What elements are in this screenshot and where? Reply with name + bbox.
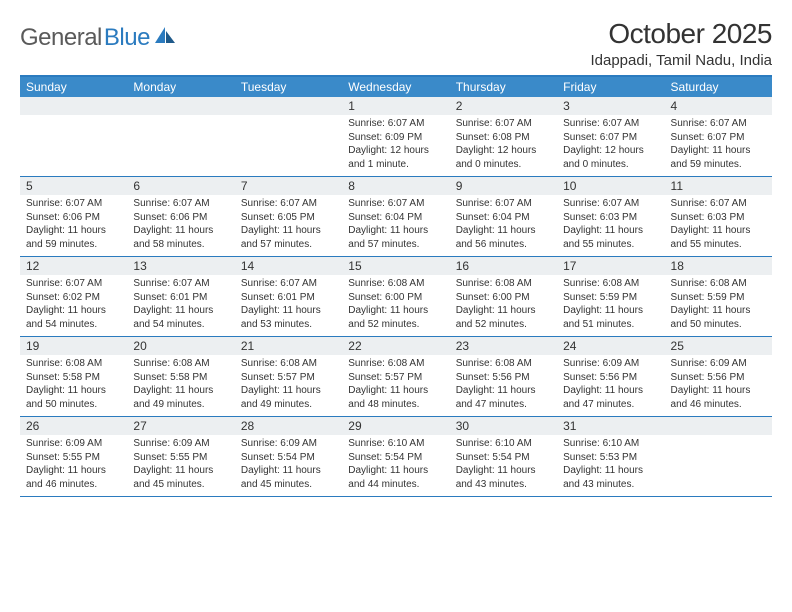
weekday-header: Thursday (450, 76, 557, 97)
day-info: Sunrise: 6:07 AMSunset: 6:08 PMDaylight:… (450, 115, 557, 176)
day-number: 7 (235, 177, 342, 195)
title-block: October 2025 Idappadi, Tamil Nadu, India (590, 18, 772, 69)
day-info: Sunrise: 6:09 AMSunset: 5:55 PMDaylight:… (127, 435, 234, 496)
day-info: Sunrise: 6:09 AMSunset: 5:55 PMDaylight:… (20, 435, 127, 496)
day-info: Sunrise: 6:08 AMSunset: 6:00 PMDaylight:… (450, 275, 557, 336)
location: Idappadi, Tamil Nadu, India (590, 52, 772, 69)
logo-text-gray: General (20, 24, 102, 52)
day-empty (665, 417, 772, 435)
day-number: 2 (450, 97, 557, 115)
logo: GeneralBlue (20, 18, 177, 52)
calendar-table: SundayMondayTuesdayWednesdayThursdayFrid… (20, 75, 772, 497)
info-row: Sunrise: 6:07 AMSunset: 6:09 PMDaylight:… (20, 115, 772, 177)
info-row: Sunrise: 6:07 AMSunset: 6:02 PMDaylight:… (20, 275, 772, 337)
day-info: Sunrise: 6:08 AMSunset: 6:00 PMDaylight:… (342, 275, 449, 336)
day-number: 17 (557, 257, 664, 275)
day-number: 6 (127, 177, 234, 195)
day-number: 26 (20, 417, 127, 435)
day-number: 4 (665, 97, 772, 115)
day-number: 8 (342, 177, 449, 195)
day-info-empty (127, 115, 234, 171)
day-number: 11 (665, 177, 772, 195)
day-info: Sunrise: 6:08 AMSunset: 5:58 PMDaylight:… (127, 355, 234, 416)
day-info: Sunrise: 6:10 AMSunset: 5:54 PMDaylight:… (450, 435, 557, 496)
day-number: 27 (127, 417, 234, 435)
day-number: 18 (665, 257, 772, 275)
weekday-header-row: SundayMondayTuesdayWednesdayThursdayFrid… (20, 76, 772, 97)
day-info-empty (665, 435, 772, 491)
day-number: 16 (450, 257, 557, 275)
day-empty (20, 97, 127, 115)
day-number: 10 (557, 177, 664, 195)
day-number: 23 (450, 337, 557, 355)
day-info: Sunrise: 6:07 AMSunset: 6:02 PMDaylight:… (20, 275, 127, 336)
day-info: Sunrise: 6:07 AMSunset: 6:03 PMDaylight:… (557, 195, 664, 256)
day-info: Sunrise: 6:07 AMSunset: 6:05 PMDaylight:… (235, 195, 342, 256)
daynum-row: 12131415161718 (20, 257, 772, 276)
day-number: 5 (20, 177, 127, 195)
day-number: 29 (342, 417, 449, 435)
day-info: Sunrise: 6:07 AMSunset: 6:04 PMDaylight:… (450, 195, 557, 256)
day-info: Sunrise: 6:08 AMSunset: 5:57 PMDaylight:… (235, 355, 342, 416)
daynum-row: 567891011 (20, 177, 772, 196)
day-info: Sunrise: 6:08 AMSunset: 5:58 PMDaylight:… (20, 355, 127, 416)
day-info: Sunrise: 6:07 AMSunset: 6:06 PMDaylight:… (127, 195, 234, 256)
day-info: Sunrise: 6:10 AMSunset: 5:53 PMDaylight:… (557, 435, 664, 496)
day-number: 12 (20, 257, 127, 275)
day-number: 22 (342, 337, 449, 355)
day-empty (127, 97, 234, 115)
weekday-header: Friday (557, 76, 664, 97)
info-row: Sunrise: 6:09 AMSunset: 5:55 PMDaylight:… (20, 435, 772, 497)
month-title: October 2025 (590, 18, 772, 50)
weekday-header: Sunday (20, 76, 127, 97)
day-number: 15 (342, 257, 449, 275)
day-number: 9 (450, 177, 557, 195)
day-info: Sunrise: 6:08 AMSunset: 5:59 PMDaylight:… (557, 275, 664, 336)
day-info-empty (20, 115, 127, 171)
info-row: Sunrise: 6:08 AMSunset: 5:58 PMDaylight:… (20, 355, 772, 417)
daynum-row: 262728293031 (20, 417, 772, 436)
daynum-row: 1234 (20, 97, 772, 115)
day-info: Sunrise: 6:07 AMSunset: 6:09 PMDaylight:… (342, 115, 449, 176)
day-info: Sunrise: 6:08 AMSunset: 5:59 PMDaylight:… (665, 275, 772, 336)
day-number: 3 (557, 97, 664, 115)
day-info: Sunrise: 6:07 AMSunset: 6:01 PMDaylight:… (235, 275, 342, 336)
day-info: Sunrise: 6:07 AMSunset: 6:07 PMDaylight:… (557, 115, 664, 176)
day-info: Sunrise: 6:09 AMSunset: 5:56 PMDaylight:… (665, 355, 772, 416)
day-info: Sunrise: 6:08 AMSunset: 5:57 PMDaylight:… (342, 355, 449, 416)
day-number: 31 (557, 417, 664, 435)
day-number: 28 (235, 417, 342, 435)
day-info: Sunrise: 6:07 AMSunset: 6:01 PMDaylight:… (127, 275, 234, 336)
day-number: 21 (235, 337, 342, 355)
day-info-empty (235, 115, 342, 171)
daynum-row: 19202122232425 (20, 337, 772, 356)
calendar-body: 1234Sunrise: 6:07 AMSunset: 6:09 PMDayli… (20, 97, 772, 497)
day-info: Sunrise: 6:07 AMSunset: 6:03 PMDaylight:… (665, 195, 772, 256)
day-empty (235, 97, 342, 115)
day-number: 13 (127, 257, 234, 275)
day-info: Sunrise: 6:09 AMSunset: 5:54 PMDaylight:… (235, 435, 342, 496)
day-number: 20 (127, 337, 234, 355)
day-info: Sunrise: 6:07 AMSunset: 6:06 PMDaylight:… (20, 195, 127, 256)
day-number: 24 (557, 337, 664, 355)
day-info: Sunrise: 6:08 AMSunset: 5:56 PMDaylight:… (450, 355, 557, 416)
day-number: 14 (235, 257, 342, 275)
weekday-header: Tuesday (235, 76, 342, 97)
info-row: Sunrise: 6:07 AMSunset: 6:06 PMDaylight:… (20, 195, 772, 257)
header: GeneralBlue October 2025 Idappadi, Tamil… (20, 18, 772, 69)
day-info: Sunrise: 6:10 AMSunset: 5:54 PMDaylight:… (342, 435, 449, 496)
day-number: 25 (665, 337, 772, 355)
day-number: 19 (20, 337, 127, 355)
weekday-header: Saturday (665, 76, 772, 97)
day-number: 30 (450, 417, 557, 435)
day-info: Sunrise: 6:07 AMSunset: 6:07 PMDaylight:… (665, 115, 772, 176)
logo-text-blue: Blue (104, 24, 150, 52)
weekday-header: Wednesday (342, 76, 449, 97)
weekday-header: Monday (127, 76, 234, 97)
day-info: Sunrise: 6:07 AMSunset: 6:04 PMDaylight:… (342, 195, 449, 256)
logo-sail-icon (155, 27, 177, 50)
day-number: 1 (342, 97, 449, 115)
day-info: Sunrise: 6:09 AMSunset: 5:56 PMDaylight:… (557, 355, 664, 416)
